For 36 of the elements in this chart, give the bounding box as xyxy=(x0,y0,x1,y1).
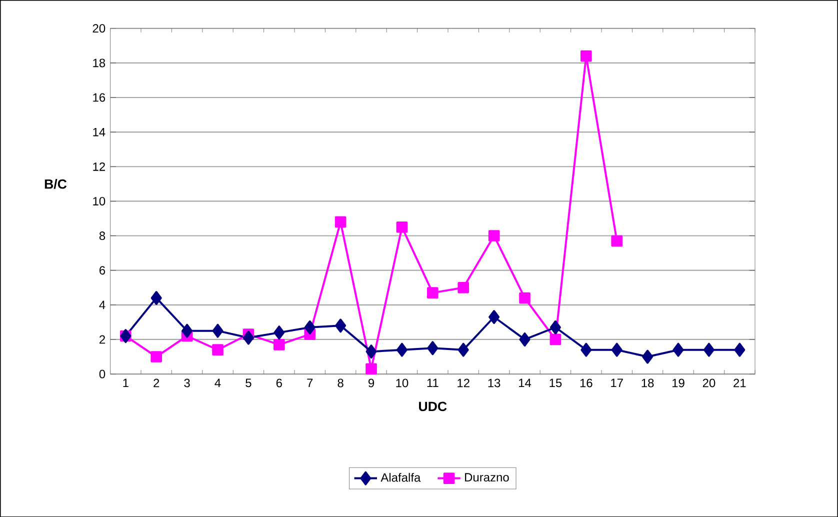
x-tick-label: 19 xyxy=(672,378,684,388)
legend-label: Durazno xyxy=(465,473,509,482)
y-tick-label: 12 xyxy=(93,162,105,171)
x-tick-label: 4 xyxy=(214,378,221,387)
x-tick-label: 6 xyxy=(276,378,282,388)
x-axis-title: UDC xyxy=(419,402,447,411)
x-tick-label: 13 xyxy=(488,378,500,388)
x-tick-label: 15 xyxy=(550,378,562,387)
x-tick-label: 7 xyxy=(307,378,313,387)
y-tick-label: 14 xyxy=(93,128,106,136)
y-tick-label: 6 xyxy=(100,266,106,274)
y-tick-label: 10 xyxy=(93,196,106,206)
x-tick-label: 5 xyxy=(246,378,252,387)
x-tick-label: 2 xyxy=(154,378,160,387)
x-tick-label: 3 xyxy=(184,378,190,388)
y-tick-label: 16 xyxy=(93,93,106,102)
x-tick-label: 10 xyxy=(396,378,408,388)
x-tick-label: 11 xyxy=(427,378,438,387)
y-tick-label: 20 xyxy=(92,24,106,32)
x-tick-label: 16 xyxy=(580,378,592,388)
legend-label: Alafalfa xyxy=(380,472,421,482)
x-tick-label: 21 xyxy=(734,378,746,387)
y-tick-label: 18 xyxy=(93,58,106,68)
y-axis-title: B/C xyxy=(44,178,67,189)
x-tick-label: 1 xyxy=(123,378,128,387)
y-tick-label: 2 xyxy=(100,335,105,344)
x-tick-label: 8 xyxy=(338,378,344,388)
x-tick-label: 17 xyxy=(611,378,623,387)
y-tick-label: 4 xyxy=(99,300,106,309)
y-tick-label: 0 xyxy=(99,370,106,378)
x-tick-label: 18 xyxy=(642,378,654,388)
x-tick-label: 12 xyxy=(458,378,470,387)
x-tick-label: 14 xyxy=(519,378,532,387)
x-tick-label: 20 xyxy=(702,378,716,388)
x-tick-label: 9 xyxy=(368,378,374,388)
y-tick-label: 8 xyxy=(99,231,106,240)
